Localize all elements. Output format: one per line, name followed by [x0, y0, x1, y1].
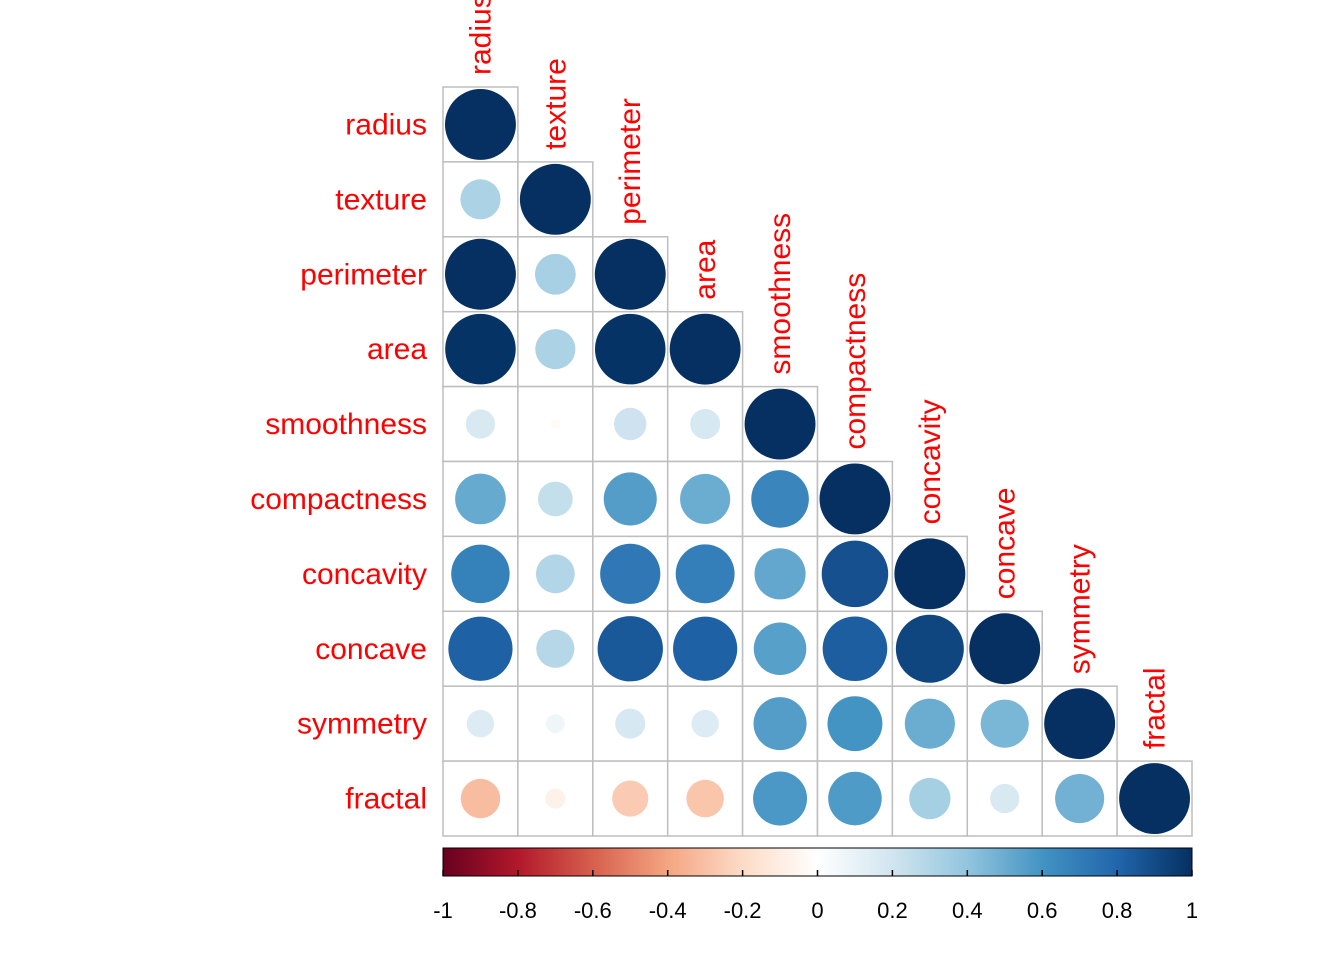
color-legend-tick-label: -0.4	[649, 898, 687, 923]
column-label-area: area	[689, 239, 722, 299]
corr-circle-concave-compactness	[822, 616, 888, 682]
column-label-perimeter: perimeter	[614, 98, 647, 225]
corr-circle-concavity-smoothness	[754, 548, 806, 600]
color-legend-tick-label: -0.8	[499, 898, 537, 923]
column-label-compactness: compactness	[839, 273, 872, 450]
corr-circle-fractal-concave	[990, 783, 1020, 814]
corr-circle-concavity-compactness	[821, 540, 889, 608]
column-label-texture: texture	[539, 58, 572, 150]
corr-circle-concave-concave	[969, 613, 1041, 685]
corr-circle-fractal-smoothness	[753, 771, 808, 826]
corr-circle-fractal-perimeter	[612, 780, 649, 817]
row-label-perimeter: perimeter	[300, 258, 427, 291]
grid-cell	[666, 385, 744, 463]
correlation-circles	[445, 89, 1191, 834]
column-labels: radius texture perimeter area smoothness comp…	[464, 0, 1171, 749]
color-legend-tick-label: -0.6	[574, 898, 612, 923]
corr-circle-concave-radius	[448, 616, 513, 681]
corr-circle-compactness-area	[680, 473, 731, 525]
corr-circle-symmetry-compactness	[827, 696, 883, 752]
color-legend-tick-label: -0.2	[724, 898, 762, 923]
corr-circle-concavity-texture	[535, 554, 575, 594]
corr-circle-area-area	[669, 313, 741, 385]
color-legend-tick-label: 0.8	[1102, 898, 1133, 923]
corr-circle-concavity-area	[675, 544, 735, 604]
corr-circle-concave-texture	[536, 629, 575, 668]
color-legend: -1 -0.8 -0.6 -0.4 -0.2 0 0.2 0.4 0.6 0.8 1	[433, 847, 1198, 923]
color-legend-tick-label: 0.2	[877, 898, 908, 923]
corr-circle-radius-radius	[445, 89, 516, 160]
corr-circle-area-texture	[535, 329, 576, 370]
corr-circle-fractal-fractal	[1119, 763, 1191, 834]
corr-circle-perimeter-radius	[445, 238, 516, 310]
column-label-concave: concave	[989, 488, 1022, 600]
corr-circle-fractal-symmetry	[1055, 773, 1105, 824]
color-legend-tick-label: 0.6	[1027, 898, 1058, 923]
corr-circle-concave-area	[673, 616, 738, 681]
corr-circle-perimeter-perimeter	[594, 238, 666, 310]
corr-circle-symmetry-perimeter	[615, 708, 646, 739]
corr-circle-smoothness-smoothness	[744, 388, 816, 460]
corr-circle-fractal-texture	[545, 788, 566, 809]
corr-circle-area-perimeter	[594, 313, 666, 385]
color-legend-tick-label: 0.4	[952, 898, 983, 923]
color-legend-tick-label: -1	[433, 898, 453, 923]
corr-circle-fractal-compactness	[828, 771, 882, 826]
corr-circle-symmetry-smoothness	[753, 697, 807, 751]
corr-circle-fractal-concavity	[909, 777, 951, 820]
corr-circle-symmetry-concavity	[904, 698, 955, 749]
corr-circle-fractal-radius	[460, 778, 501, 819]
row-label-symmetry: symmetry	[297, 708, 427, 741]
corr-circle-symmetry-area	[691, 709, 719, 738]
corr-circle-compactness-perimeter	[603, 472, 657, 526]
column-label-fractal: fractal	[1139, 667, 1172, 749]
row-label-fractal: fractal	[345, 783, 427, 816]
corr-circle-texture-radius	[460, 179, 501, 220]
row-label-area: area	[367, 333, 427, 366]
color-legend-tick-label: 0	[811, 898, 823, 923]
corr-circle-concavity-radius	[451, 544, 510, 604]
corr-circle-compactness-compactness	[819, 463, 891, 535]
corr-circle-compactness-smoothness	[751, 470, 809, 528]
corr-circle-symmetry-symmetry	[1044, 688, 1116, 760]
corr-circle-concave-concavity	[895, 614, 964, 683]
row-label-concave: concave	[315, 633, 427, 666]
row-label-compactness: compactness	[250, 483, 427, 516]
color-legend-tick-label: 1	[1186, 898, 1198, 923]
corr-circle-texture-texture	[519, 163, 591, 235]
corr-circle-symmetry-concave	[980, 699, 1029, 748]
grid-cell	[517, 310, 594, 388]
row-label-concavity: concavity	[302, 558, 427, 591]
corr-circle-compactness-texture	[537, 481, 573, 517]
corr-circle-smoothness-radius	[465, 409, 496, 439]
corr-circle-smoothness-texture	[550, 419, 561, 430]
corr-circle-concavity-perimeter	[600, 543, 661, 604]
column-label-radius: radius	[464, 0, 497, 75]
corr-circle-concavity-concavity	[894, 538, 966, 610]
corr-circle-concave-smoothness	[753, 622, 807, 676]
corr-circle-symmetry-radius	[466, 709, 495, 738]
column-label-concavity: concavity	[914, 399, 947, 524]
column-label-symmetry: symmetry	[1064, 544, 1097, 674]
grid-cell	[592, 685, 669, 762]
row-label-radius: radius	[345, 108, 427, 141]
corr-circle-smoothness-perimeter	[614, 407, 647, 441]
corr-circle-smoothness-area	[690, 409, 721, 440]
corr-circle-symmetry-texture	[545, 714, 565, 734]
column-label-smoothness: smoothness	[764, 213, 797, 375]
corr-circle-fractal-area	[686, 779, 724, 818]
corr-circle-area-radius	[445, 313, 516, 385]
corr-circle-perimeter-texture	[534, 253, 576, 295]
row-labels: radius texture perimeter area smoothness comp…	[250, 108, 427, 815]
row-label-smoothness: smoothness	[265, 408, 427, 441]
corr-circle-concave-perimeter	[597, 616, 663, 682]
corr-circle-compactness-radius	[455, 473, 506, 525]
row-label-texture: texture	[335, 183, 427, 216]
